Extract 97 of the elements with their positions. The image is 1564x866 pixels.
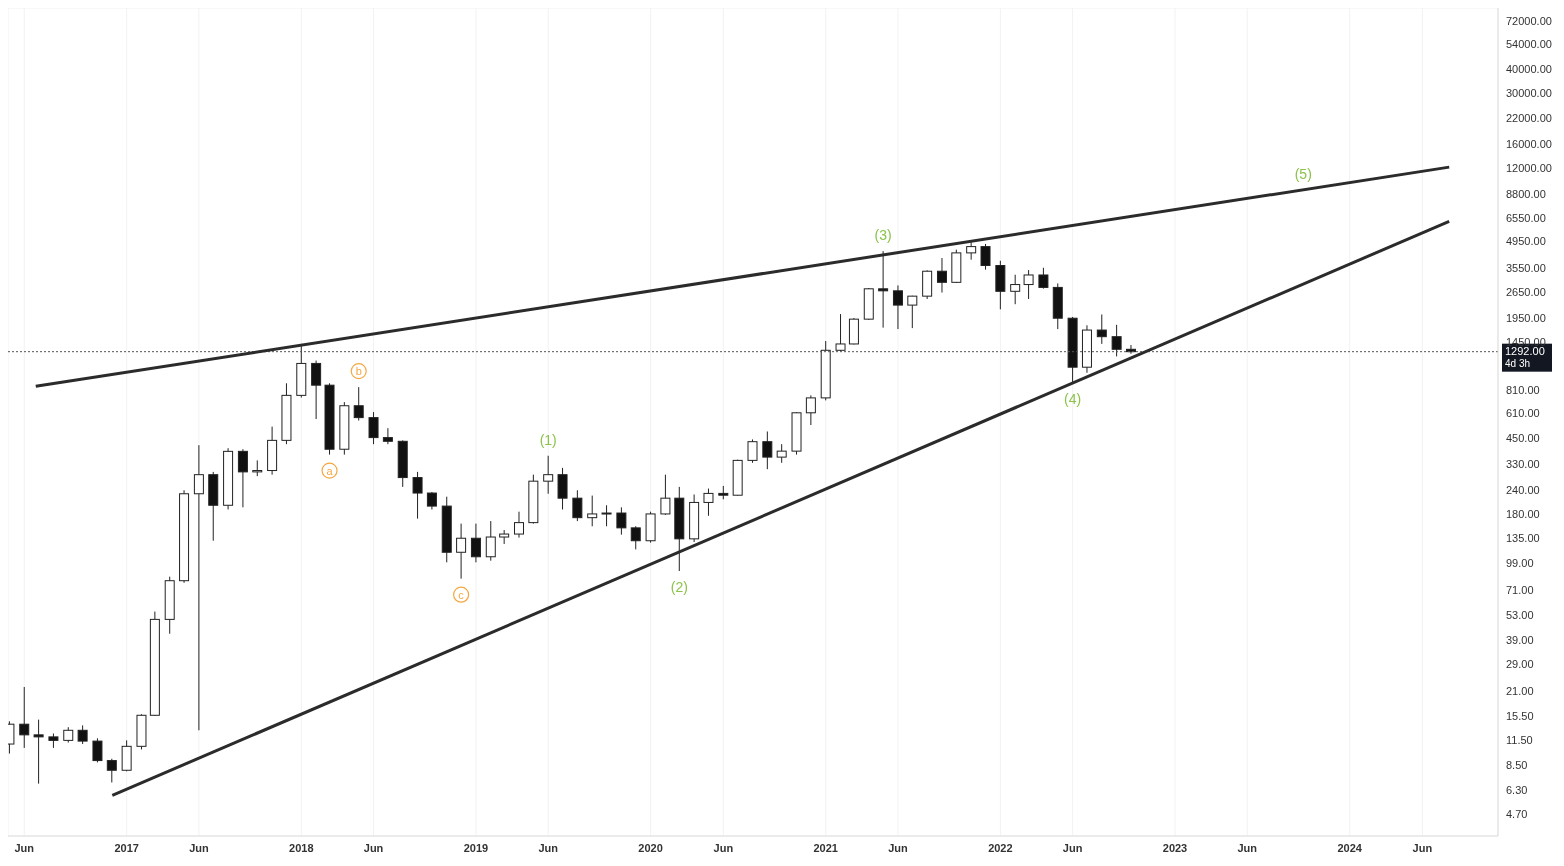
- candlestick: [805, 394, 816, 426]
- x-tick-label: Jun: [1062, 841, 1083, 854]
- candlestick: [557, 467, 568, 510]
- candlestick: [106, 758, 117, 783]
- y-tick-label: 450.00: [1506, 432, 1540, 445]
- candlestick: [543, 455, 554, 495]
- x-tick-label: 2021: [813, 841, 838, 854]
- y-tick-label: 4950.00: [1506, 235, 1546, 247]
- annotation: (1): [539, 431, 557, 448]
- candlestick: [747, 438, 758, 464]
- y-tick-label: 3550.00: [1506, 262, 1546, 275]
- candlestick: [514, 511, 524, 539]
- y-tick-label: 240.00: [1506, 484, 1540, 497]
- y-tick-label: 53.00: [1506, 608, 1534, 621]
- candlestick: [33, 719, 44, 785]
- candlestick: [121, 739, 132, 772]
- candlestick: [660, 474, 671, 516]
- y-tick-label: 12000.00: [1506, 162, 1552, 175]
- x-tick-label: Jun: [1237, 841, 1258, 854]
- candlestick: [237, 448, 248, 508]
- x-tick-label: Jun: [713, 841, 734, 854]
- y-tick-label: 2650.00: [1506, 286, 1546, 299]
- x-tick-label: 2020: [638, 841, 663, 854]
- candlestick: [311, 360, 322, 420]
- x-tick-label: Jun: [888, 841, 909, 854]
- candlestick: [92, 737, 103, 763]
- y-tick-label: 330.00: [1506, 457, 1540, 470]
- candlestick: [1038, 267, 1049, 290]
- candlestick: [485, 520, 496, 562]
- x-tick-label: Jun: [14, 841, 35, 854]
- x-tick-label: Jun: [1412, 841, 1433, 854]
- candlestick: [703, 488, 714, 517]
- x-tick-label: 2019: [463, 841, 489, 854]
- candlestick: [1010, 274, 1021, 305]
- candlestick: [19, 686, 30, 749]
- x-tick-label: 2022: [988, 841, 1013, 854]
- annotation: (3): [874, 227, 892, 244]
- candlestick: [572, 489, 583, 522]
- candlestick: [353, 386, 364, 421]
- y-tick-label: 21.00: [1506, 684, 1534, 697]
- candlestick: [77, 724, 88, 745]
- y-tick-label: 6.30: [1506, 783, 1528, 796]
- candlestick: [382, 427, 393, 445]
- y-tick-label: 29.00: [1506, 658, 1534, 671]
- x-tick-label: 2017: [114, 841, 139, 854]
- candlestick: [587, 495, 598, 527]
- x-tick-label: 2018: [289, 841, 314, 854]
- y-tick-label: 54000.00: [1506, 38, 1552, 51]
- y-tick-label: 4.70: [1506, 807, 1528, 820]
- x-tick-label: 2024: [1337, 841, 1363, 854]
- y-tick-label: 11.50: [1506, 734, 1533, 747]
- y-tick-label: 135.00: [1506, 531, 1540, 544]
- candlestick: [907, 295, 918, 329]
- y-tick-label: 22000.00: [1506, 112, 1552, 125]
- annotation: c: [458, 588, 465, 601]
- candlestick: [1111, 324, 1122, 357]
- candlestick: [776, 443, 787, 464]
- candlestick: [456, 523, 467, 580]
- annotation: (4): [1064, 391, 1082, 408]
- annotation: a: [326, 464, 334, 477]
- x-tick-label: Jun: [189, 841, 209, 854]
- candlestick: [762, 431, 773, 470]
- candlestick: [835, 313, 846, 352]
- candlestick: [616, 506, 627, 536]
- candlestick: [878, 250, 889, 329]
- y-tick-label: 71.00: [1506, 584, 1534, 597]
- candlestick: [1096, 313, 1107, 345]
- candlestick: [368, 411, 379, 445]
- candlestick: [1023, 269, 1034, 300]
- annotation: (5): [1294, 165, 1312, 182]
- y-tick-label: 810.00: [1506, 384, 1540, 397]
- text: 4d 3h: [1505, 357, 1531, 369]
- candlestick: [892, 284, 903, 330]
- candlestick: [470, 523, 481, 563]
- y-tick-label: 16000.00: [1506, 138, 1552, 151]
- y-tick-label: 39.00: [1506, 633, 1534, 646]
- y-tick-label: 30000.00: [1506, 86, 1552, 99]
- y-tick-label: 8.50: [1506, 759, 1528, 772]
- annotation: b: [355, 365, 362, 378]
- y-tick-label: 610.00: [1506, 407, 1540, 420]
- x-tick-label: Jun: [363, 841, 384, 854]
- y-tick-label: 6550.00: [1506, 211, 1546, 224]
- y-tick-label: 72000.00: [1506, 14, 1552, 27]
- candlestick: [630, 525, 641, 550]
- x-tick-label: 2023: [1162, 841, 1188, 854]
- y-tick-label: 1950.00: [1506, 311, 1546, 324]
- y-tick-label: 40000.00: [1506, 62, 1552, 75]
- y-tick-label: 180.00: [1506, 507, 1540, 520]
- y-tick-label: 8800.00: [1506, 187, 1546, 200]
- candlestick: [412, 471, 423, 520]
- candlestick: [601, 504, 612, 527]
- y-tick-label: 15.50: [1506, 709, 1534, 722]
- x-tick-label: Jun: [538, 841, 559, 854]
- candlestick: [980, 243, 991, 271]
- annotation: (2): [670, 579, 688, 595]
- candlestick: [936, 257, 947, 294]
- y-tick-label: 99.00: [1506, 557, 1534, 570]
